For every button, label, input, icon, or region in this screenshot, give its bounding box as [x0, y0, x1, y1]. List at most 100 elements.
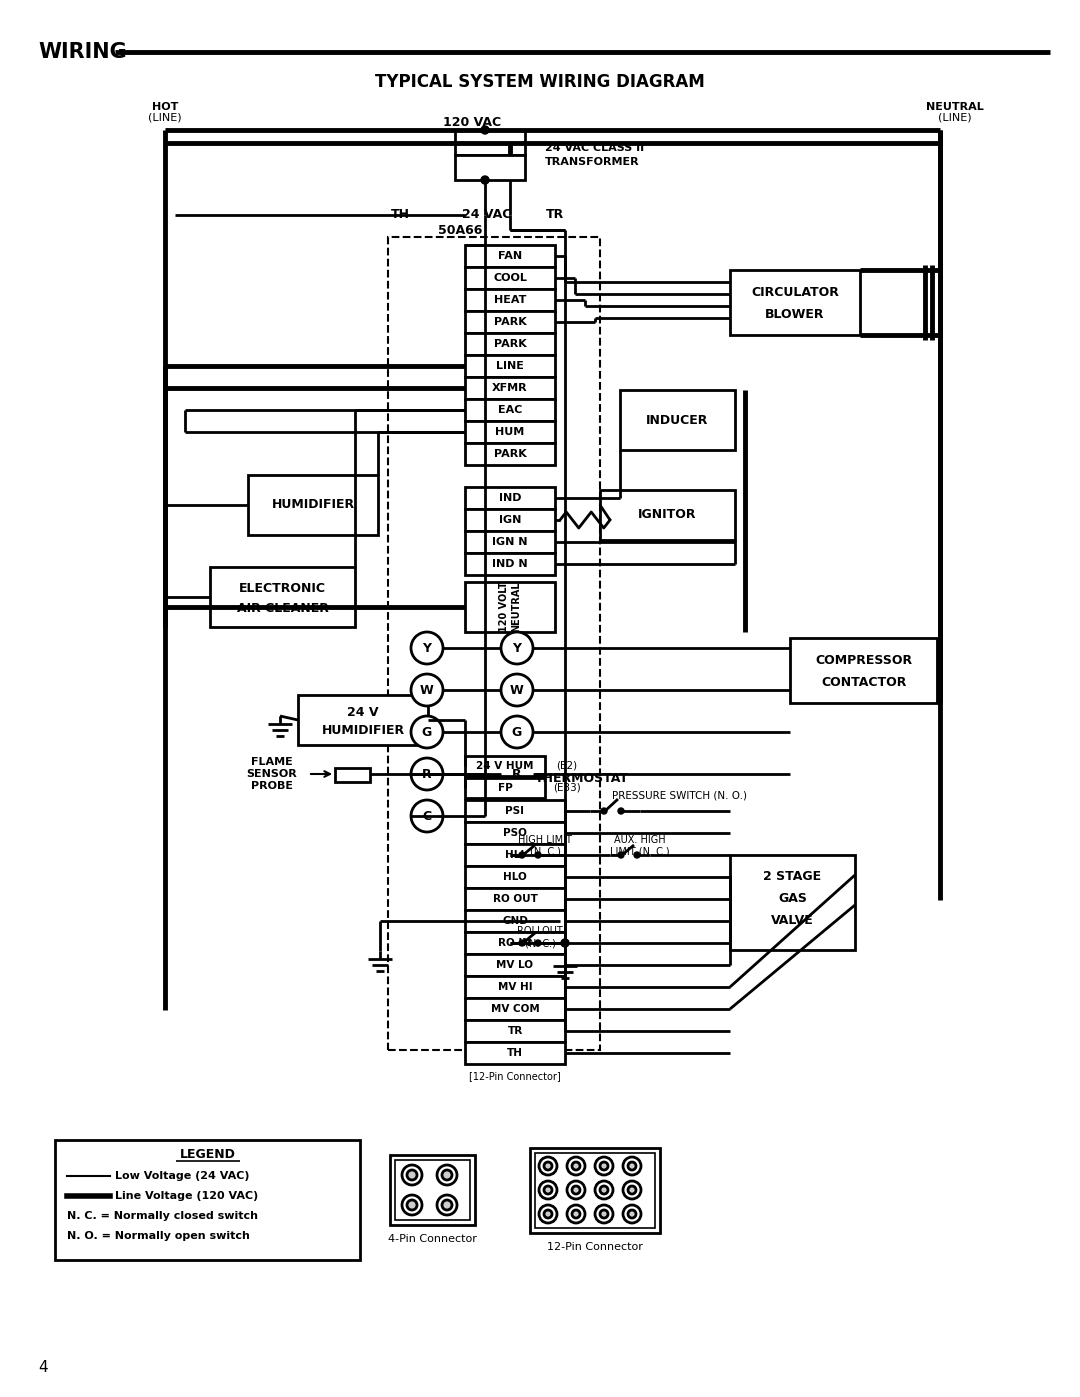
Text: ROLLOUT: ROLLOUT [517, 926, 563, 936]
Text: (LINE): (LINE) [939, 113, 972, 123]
Text: 50A66: 50A66 [437, 224, 482, 236]
Bar [388, 237, 600, 1051]
Text: HUMIDIFIER: HUMIDIFIER [271, 499, 354, 511]
Bar [600, 490, 735, 541]
Bar [465, 954, 565, 977]
Text: HUMIDIFIER: HUMIDIFIER [322, 725, 405, 738]
Bar [530, 1148, 660, 1234]
Bar [465, 756, 545, 775]
Text: PSI: PSI [505, 806, 525, 816]
Text: LEGEND: LEGEND [179, 1147, 235, 1161]
Text: GND: GND [502, 916, 528, 926]
Circle shape [539, 1157, 557, 1175]
Text: PRESSURE SWITCH (N. O.): PRESSURE SWITCH (N. O.) [612, 789, 747, 800]
Text: HLO: HLO [503, 872, 527, 882]
Bar [465, 888, 565, 909]
Text: FLAME: FLAME [252, 757, 293, 767]
Text: 4: 4 [38, 1361, 48, 1376]
Circle shape [595, 1206, 613, 1222]
Circle shape [442, 1200, 453, 1210]
Circle shape [572, 1186, 580, 1194]
Text: C: C [422, 809, 432, 823]
Bar [465, 400, 555, 420]
Circle shape [561, 939, 569, 947]
Circle shape [411, 800, 443, 833]
Circle shape [501, 673, 534, 705]
Circle shape [501, 631, 534, 664]
Bar [465, 909, 565, 932]
Bar [465, 866, 565, 888]
Bar [465, 377, 555, 400]
Text: LIMIT (N. C.): LIMIT (N. C.) [610, 847, 670, 856]
Circle shape [567, 1180, 585, 1199]
Text: MV COM: MV COM [490, 1004, 539, 1014]
Text: XFMR: XFMR [492, 383, 528, 393]
Circle shape [402, 1194, 422, 1215]
Text: TYPICAL SYSTEM WIRING DIAGRAM: TYPICAL SYSTEM WIRING DIAGRAM [375, 73, 705, 91]
Text: VALVE: VALVE [771, 915, 814, 928]
Text: Y: Y [513, 641, 522, 655]
Bar [465, 332, 555, 355]
Text: IGN N: IGN N [492, 536, 528, 548]
Circle shape [544, 1210, 552, 1218]
Bar [335, 768, 370, 782]
Circle shape [437, 1194, 457, 1215]
Bar [535, 1153, 654, 1228]
Circle shape [519, 940, 525, 946]
Bar [210, 567, 355, 627]
Bar [455, 155, 525, 180]
Text: HEAT: HEAT [494, 295, 526, 305]
Text: W: W [420, 683, 434, 697]
Text: 120 VAC: 120 VAC [443, 116, 501, 129]
Bar [465, 1020, 565, 1042]
Text: (E2): (E2) [556, 761, 578, 771]
Circle shape [539, 1180, 557, 1199]
Text: MV HI: MV HI [498, 982, 532, 992]
Bar [455, 130, 525, 155]
Text: (E33): (E33) [553, 782, 581, 793]
Text: 24 V HUM: 24 V HUM [476, 761, 534, 771]
Text: (LINE): (LINE) [148, 113, 181, 123]
Text: Low Voltage (24 VAC): Low Voltage (24 VAC) [114, 1171, 249, 1180]
Circle shape [501, 717, 534, 747]
Bar [465, 821, 565, 844]
Circle shape [437, 1165, 457, 1185]
Text: R: R [422, 767, 432, 781]
Text: PSO: PSO [503, 828, 527, 838]
Text: THERMOSTAT: THERMOSTAT [535, 773, 629, 785]
Bar [465, 244, 555, 267]
Text: INDUCER: INDUCER [646, 414, 708, 426]
Text: 24 V: 24 V [348, 707, 379, 719]
Circle shape [539, 1206, 557, 1222]
Circle shape [634, 852, 640, 858]
Text: IGN: IGN [499, 515, 522, 525]
Circle shape [627, 1186, 636, 1194]
Bar [465, 844, 565, 866]
Text: RO IN: RO IN [499, 937, 531, 949]
Circle shape [567, 1157, 585, 1175]
Text: BLOWER: BLOWER [766, 307, 825, 320]
Circle shape [572, 1162, 580, 1171]
Bar [465, 355, 555, 377]
Bar [465, 583, 555, 631]
Text: 24 VAC: 24 VAC [462, 208, 512, 222]
Text: HLI: HLI [505, 849, 525, 861]
Text: 2 STAGE: 2 STAGE [764, 870, 822, 883]
Text: MV LO: MV LO [497, 960, 534, 970]
Text: RO OUT: RO OUT [492, 894, 538, 904]
Circle shape [411, 759, 443, 789]
Circle shape [535, 940, 541, 946]
Text: PARK: PARK [494, 317, 526, 327]
Text: LINE: LINE [496, 360, 524, 372]
Text: 12-Pin Connector: 12-Pin Connector [548, 1242, 643, 1252]
Circle shape [535, 852, 541, 858]
Bar [390, 1155, 475, 1225]
Circle shape [519, 852, 525, 858]
Bar [298, 694, 428, 745]
Text: AUX. HIGH: AUX. HIGH [615, 835, 665, 845]
Bar [465, 997, 565, 1020]
Text: N. O. = Normally open switch: N. O. = Normally open switch [67, 1231, 249, 1241]
Text: IGNITOR: IGNITOR [638, 509, 697, 521]
Bar [465, 509, 555, 531]
Circle shape [544, 1162, 552, 1171]
